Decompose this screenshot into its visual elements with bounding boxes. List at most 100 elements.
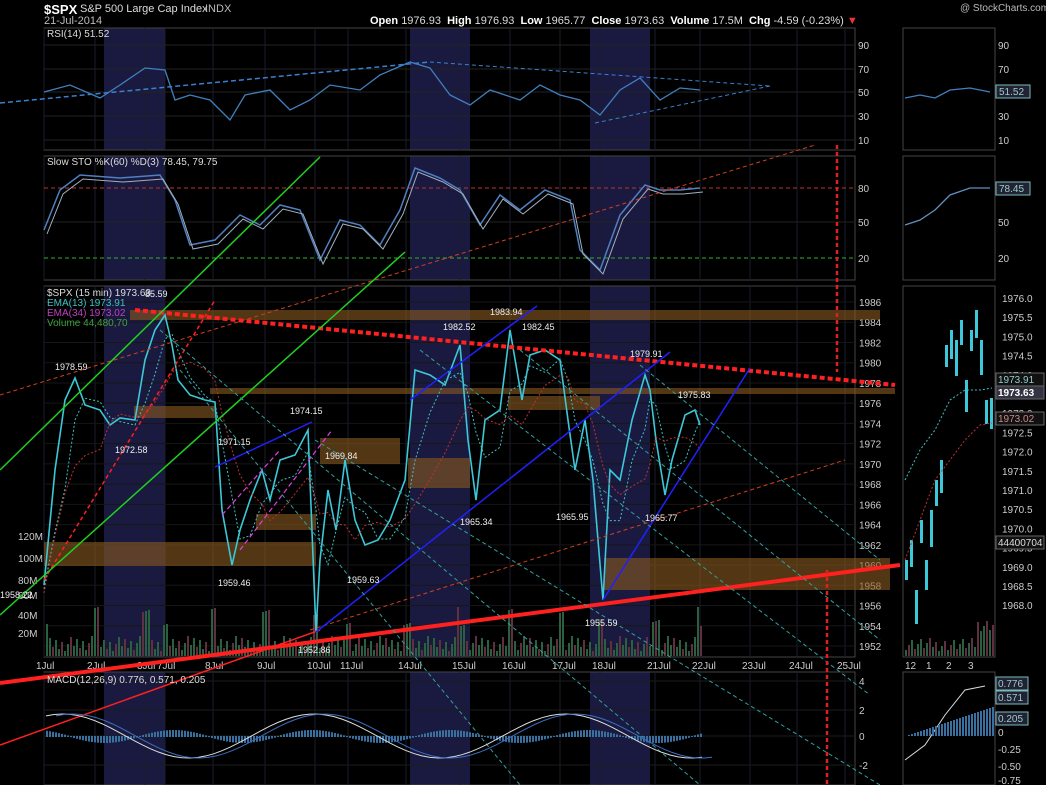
macd-mini-bar	[920, 731, 922, 736]
sto-tick: 50	[858, 218, 870, 229]
macd-hist-bar	[520, 736, 522, 743]
x-axis-label: 1Jul	[36, 661, 54, 672]
macd-hist-bar	[151, 732, 153, 737]
macd-hist-bar	[373, 736, 375, 743]
volume-bar	[598, 620, 600, 656]
price-tick: 1980	[859, 359, 882, 370]
volume-bar	[397, 642, 399, 656]
mini-candle	[955, 340, 958, 376]
macd-hist-bar	[694, 735, 696, 737]
macd-hist-bar	[142, 734, 144, 737]
macd-hist-bar	[181, 730, 183, 737]
mini-candle	[965, 380, 968, 412]
volume-bar	[208, 651, 210, 656]
ema34-line	[43, 361, 701, 594]
price-annotation: 1965.34	[460, 517, 493, 527]
macd-hist-bar	[592, 730, 594, 737]
macd-hist-bar	[427, 732, 429, 737]
macd-mini-tick: 0.776	[998, 679, 1023, 690]
macd-hist-bar	[532, 736, 534, 742]
rsi-tick: 50	[858, 88, 870, 99]
volume-bar	[604, 639, 606, 656]
quote-date: 21-Jul-2014	[44, 15, 103, 27]
macd-hist-bar	[139, 735, 141, 737]
volume-bar	[325, 650, 327, 656]
volume-bar	[685, 642, 687, 656]
mini-badge-value: 1973.02	[998, 414, 1035, 425]
macd-hist-bar	[163, 730, 165, 737]
macd-hist-bar	[358, 736, 360, 741]
macd-hist-bar	[148, 733, 150, 737]
x-axis-label: 21Jul	[647, 661, 671, 672]
volume-bar	[94, 608, 96, 656]
mini-volume-bar	[935, 642, 937, 656]
volume-bar	[376, 643, 378, 656]
volume-bar	[235, 636, 237, 656]
price-tick: 1956	[859, 602, 882, 613]
macd-hist-bar	[421, 734, 423, 737]
macd-hist-bar	[526, 736, 528, 743]
macd-hist-bar	[508, 736, 510, 743]
volume-bar	[409, 623, 411, 656]
mini-candle	[975, 310, 978, 338]
macd-hist-bar	[547, 736, 549, 739]
volume-bar	[58, 649, 60, 656]
macd-hist-bar	[67, 735, 69, 737]
macd-hist-bar	[607, 732, 609, 737]
mini-candle	[980, 340, 983, 375]
macd-hist-bar	[463, 731, 465, 737]
volume-bar	[547, 644, 549, 656]
macd-hist-bar	[679, 736, 681, 741]
volume-bar	[142, 612, 144, 656]
macd-mini-bar	[983, 710, 985, 736]
x-axis-label: 18Jul	[592, 661, 616, 672]
resistance-band	[44, 542, 316, 566]
macd-hist-bar	[652, 736, 654, 743]
macd-hist-bar	[535, 736, 537, 742]
macd-hist-bar	[304, 730, 306, 737]
volume-bar	[172, 639, 174, 656]
macd-hist-bar	[484, 736, 486, 738]
rsi-line	[43, 61, 701, 122]
rsi-trendline-up	[0, 61, 431, 104]
macd-hist-bar	[700, 733, 702, 737]
macd-mini-badge	[995, 690, 1029, 705]
rsi-badge	[995, 84, 1031, 99]
rsi-mini-tick: 10	[998, 136, 1010, 147]
volume-bar	[625, 638, 627, 656]
resistance-band	[130, 310, 880, 320]
x-axis-label: 2Jul	[87, 661, 105, 672]
volume-bar	[565, 650, 567, 656]
volume-bar	[352, 651, 354, 656]
volume-bar	[220, 639, 222, 656]
sto-k-line	[43, 167, 701, 272]
macd-hist-bar	[172, 730, 174, 737]
rsi-tick: 30	[858, 112, 870, 123]
mini-candle	[985, 400, 988, 424]
macd-mini-bar	[944, 723, 946, 736]
macd-hist-bar	[409, 736, 411, 739]
volume-bar	[448, 651, 450, 656]
volume-bar	[418, 641, 420, 656]
macd-hist-bar	[439, 730, 441, 737]
macd-hist-bar	[553, 735, 555, 737]
macd-hist-bar	[115, 736, 117, 743]
macd-hist-bar	[574, 731, 576, 737]
macd-hist-bar	[100, 736, 102, 743]
sto-badge-value: 78.45	[999, 184, 1024, 195]
mini-volume-bar	[950, 645, 952, 656]
volume-bar	[592, 651, 594, 656]
volume-bar	[328, 643, 330, 656]
macd-hist-bar	[166, 730, 168, 737]
volume-bar	[127, 648, 129, 656]
x-axis-label: 9Jul	[257, 661, 275, 672]
macd-mini-bar	[941, 724, 943, 736]
volume-bar	[265, 611, 267, 656]
macd-hist-bar	[145, 734, 147, 737]
macd-hist-bar	[664, 736, 666, 743]
volume-bar	[382, 645, 384, 656]
mini-volume-bar	[926, 643, 928, 656]
volume-bar	[154, 649, 156, 656]
price-annotation: 1955.59	[585, 618, 618, 628]
